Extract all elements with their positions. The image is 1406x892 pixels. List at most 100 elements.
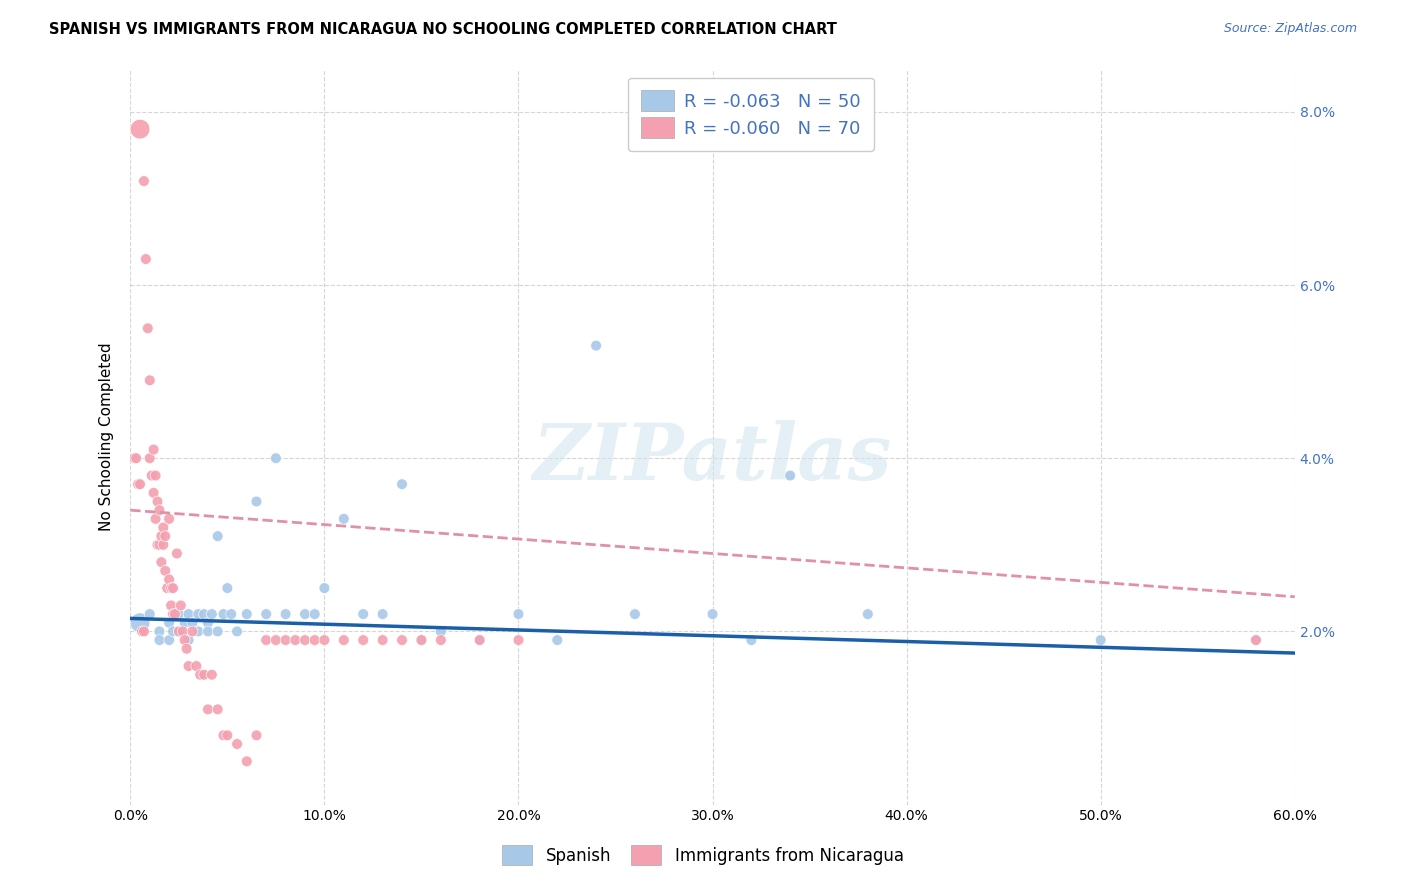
Point <box>150 529 173 543</box>
Point <box>148 538 170 552</box>
Point <box>162 607 184 621</box>
Point <box>254 633 277 648</box>
Point <box>142 486 165 500</box>
Point <box>304 607 326 621</box>
Point <box>145 468 167 483</box>
Point <box>585 338 607 352</box>
Point <box>157 633 180 648</box>
Point <box>167 624 190 639</box>
Point <box>391 633 413 648</box>
Point <box>145 512 167 526</box>
Point <box>193 667 215 681</box>
Point <box>217 728 239 742</box>
Point <box>294 607 316 621</box>
Point <box>188 667 211 681</box>
Point <box>167 624 190 639</box>
Point <box>127 477 149 491</box>
Point <box>411 633 433 648</box>
Point <box>177 633 200 648</box>
Point <box>197 615 219 630</box>
Point <box>1090 633 1112 648</box>
Point <box>162 581 184 595</box>
Point <box>139 373 162 387</box>
Point <box>167 607 190 621</box>
Point <box>146 538 169 552</box>
Point <box>201 667 224 681</box>
Point <box>207 702 229 716</box>
Point <box>411 633 433 648</box>
Point <box>125 451 148 466</box>
Point <box>132 174 155 188</box>
Text: SPANISH VS IMMIGRANTS FROM NICARAGUA NO SCHOOLING COMPLETED CORRELATION CHART: SPANISH VS IMMIGRANTS FROM NICARAGUA NO … <box>49 22 837 37</box>
Point <box>779 468 801 483</box>
Point <box>148 624 170 639</box>
Point <box>186 659 208 673</box>
Point <box>274 607 297 621</box>
Point <box>254 607 277 621</box>
Point <box>391 477 413 491</box>
Point <box>173 633 195 648</box>
Point <box>219 607 242 621</box>
Point <box>181 615 204 630</box>
Point <box>217 581 239 595</box>
Point <box>702 607 724 621</box>
Point <box>193 607 215 621</box>
Point <box>155 529 177 543</box>
Point <box>141 468 163 483</box>
Point <box>173 615 195 630</box>
Point <box>245 728 267 742</box>
Point <box>148 633 170 648</box>
Y-axis label: No Schooling Completed: No Schooling Completed <box>100 343 114 531</box>
Point <box>132 624 155 639</box>
Point <box>430 624 453 639</box>
Point <box>352 633 374 648</box>
Text: ZIPatlas: ZIPatlas <box>533 420 893 497</box>
Point <box>172 624 194 639</box>
Point <box>624 607 647 621</box>
Point <box>135 252 157 266</box>
Point <box>508 607 530 621</box>
Point <box>314 581 336 595</box>
Point <box>856 607 879 621</box>
Point <box>245 494 267 508</box>
Point <box>468 633 491 648</box>
Point <box>181 624 204 639</box>
Point <box>187 624 209 639</box>
Point <box>226 624 249 639</box>
Point <box>177 659 200 673</box>
Point <box>294 633 316 648</box>
Point <box>236 754 259 768</box>
Point <box>264 451 287 466</box>
Point <box>187 607 209 621</box>
Point <box>546 633 568 648</box>
Point <box>508 633 530 648</box>
Point <box>139 451 162 466</box>
Point <box>155 564 177 578</box>
Point <box>142 442 165 457</box>
Point <box>148 503 170 517</box>
Point <box>212 728 235 742</box>
Point <box>136 321 159 335</box>
Legend: Spanish, Immigrants from Nicaragua: Spanish, Immigrants from Nicaragua <box>492 836 914 875</box>
Point <box>139 607 162 621</box>
Legend: R = -0.063   N = 50, R = -0.060   N = 70: R = -0.063 N = 50, R = -0.060 N = 70 <box>628 78 873 151</box>
Point <box>1244 633 1267 648</box>
Point <box>197 624 219 639</box>
Point <box>226 737 249 751</box>
Point <box>207 624 229 639</box>
Point <box>207 529 229 543</box>
Point <box>152 520 174 534</box>
Point <box>1244 633 1267 648</box>
Point <box>131 624 153 639</box>
Point <box>201 607 224 621</box>
Point <box>160 581 183 595</box>
Point <box>468 633 491 648</box>
Point <box>163 607 186 621</box>
Point <box>212 607 235 621</box>
Point <box>157 615 180 630</box>
Point <box>274 633 297 648</box>
Point <box>162 624 184 639</box>
Point <box>264 633 287 648</box>
Point <box>129 615 152 630</box>
Point <box>152 538 174 552</box>
